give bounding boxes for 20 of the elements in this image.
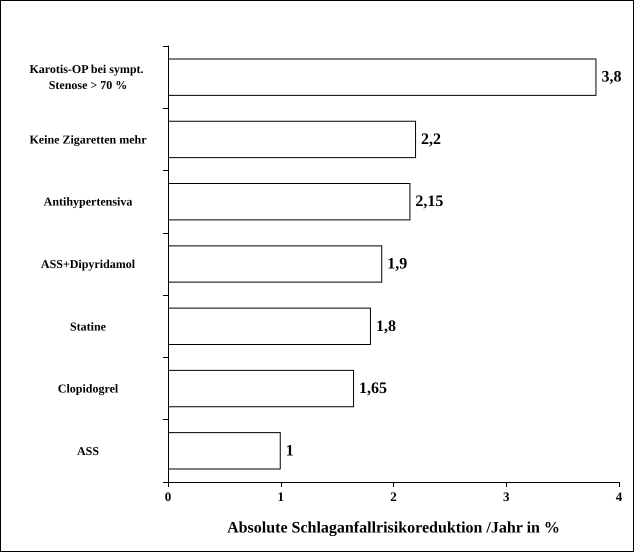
y-tick-label: Karotis-OP bei sympt. Stenose > 70 %: [29, 62, 147, 92]
x-tick-label: 2: [390, 489, 397, 504]
x-tick-label: 3: [503, 489, 510, 504]
data-label: 1,8: [376, 318, 396, 335]
x-tick-label: 4: [616, 489, 623, 504]
data-label: 3,8: [601, 68, 622, 86]
data-label: 2,2: [421, 130, 442, 148]
x-axis-title: Absolute Schlaganfallrisikoreduktion /Jahr in %: [227, 520, 560, 536]
data-label: 1,65: [359, 380, 388, 398]
y-tick-label: Clopidogrel: [58, 382, 119, 396]
y-tick-label: Statine: [70, 319, 107, 334]
y-tick-label: ASS: [76, 444, 100, 458]
x-tick-label: 0: [164, 489, 172, 504]
y-tick-label: Antihypertensiva: [44, 194, 132, 209]
x-tick-label: 1: [278, 489, 284, 504]
data-label: 1: [286, 442, 294, 460]
data-label: 2,15: [415, 193, 444, 210]
y-tick-label: Keine Zigaretten mehr: [29, 132, 148, 146]
data-label: 1,9: [387, 256, 408, 272]
y-tick-label: ASS+Dipyridamol: [40, 257, 136, 271]
